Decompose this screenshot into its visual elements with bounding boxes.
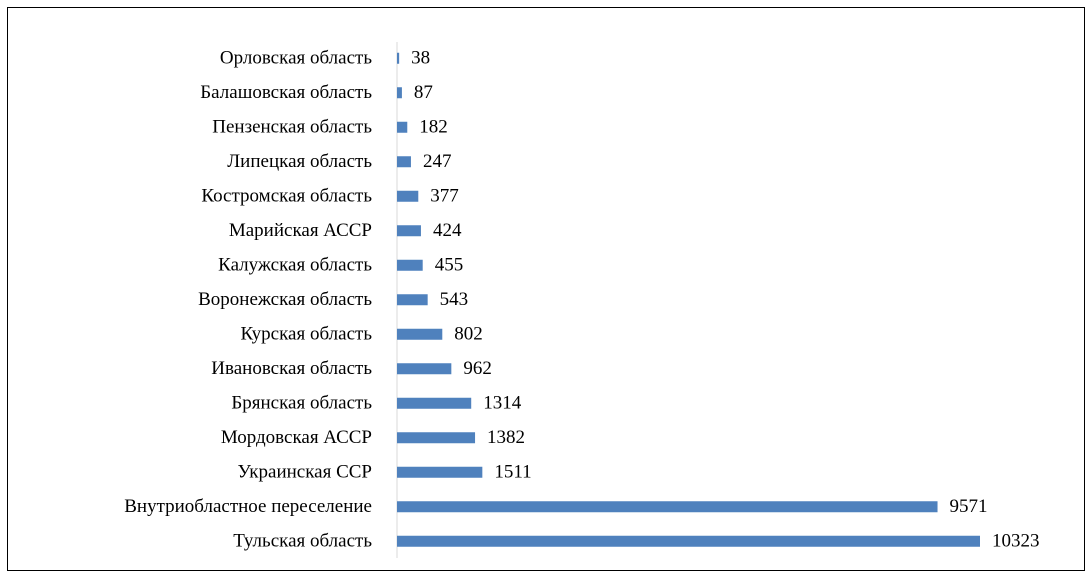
bar <box>397 397 472 409</box>
category-label: Тульская область <box>233 531 372 552</box>
value-label: 543 <box>440 289 469 310</box>
bar <box>397 328 443 340</box>
bar <box>397 121 408 133</box>
bar <box>397 363 452 375</box>
bar <box>397 87 402 99</box>
value-label: 962 <box>463 358 492 379</box>
category-label: Курская область <box>240 324 372 345</box>
value-label: 1382 <box>487 427 525 448</box>
value-label: 247 <box>423 151 452 172</box>
value-label: 1314 <box>483 393 522 414</box>
category-label: Ивановская область <box>211 358 372 379</box>
category-label: Воронежская область <box>198 289 372 310</box>
value-label: 182 <box>419 117 448 138</box>
bar <box>397 52 400 64</box>
bar <box>397 225 421 237</box>
category-label: Балашовская область <box>200 82 372 103</box>
bar <box>397 466 483 478</box>
category-label: Брянская область <box>231 393 372 414</box>
chart-frame <box>7 7 1085 571</box>
category-label: Калужская область <box>218 255 372 276</box>
value-label: 424 <box>433 220 462 241</box>
category-label: Внутриобластное переселение <box>124 496 372 517</box>
category-label: Липецкая область <box>227 151 372 172</box>
value-label: 455 <box>435 255 464 276</box>
value-label: 9571 <box>950 496 988 517</box>
category-label: Орловская область <box>220 48 372 69</box>
bar <box>397 294 428 306</box>
bar <box>397 156 411 168</box>
value-label: 38 <box>411 48 430 69</box>
value-label: 1511 <box>494 462 531 483</box>
value-label: 802 <box>454 324 483 345</box>
value-label: 87 <box>414 82 433 103</box>
value-label: 377 <box>430 186 459 207</box>
bar <box>397 259 423 271</box>
category-label: Марийская АССР <box>229 220 372 241</box>
value-label: 10323 <box>992 531 1040 552</box>
bar <box>397 535 980 547</box>
bar <box>397 432 476 444</box>
category-label: Костромская область <box>201 186 372 207</box>
category-label: Мордовская АССР <box>221 427 372 448</box>
bar <box>397 501 938 513</box>
category-label: Украинская ССР <box>238 462 373 483</box>
bar <box>397 190 419 202</box>
category-label: Пензенская область <box>212 117 372 138</box>
